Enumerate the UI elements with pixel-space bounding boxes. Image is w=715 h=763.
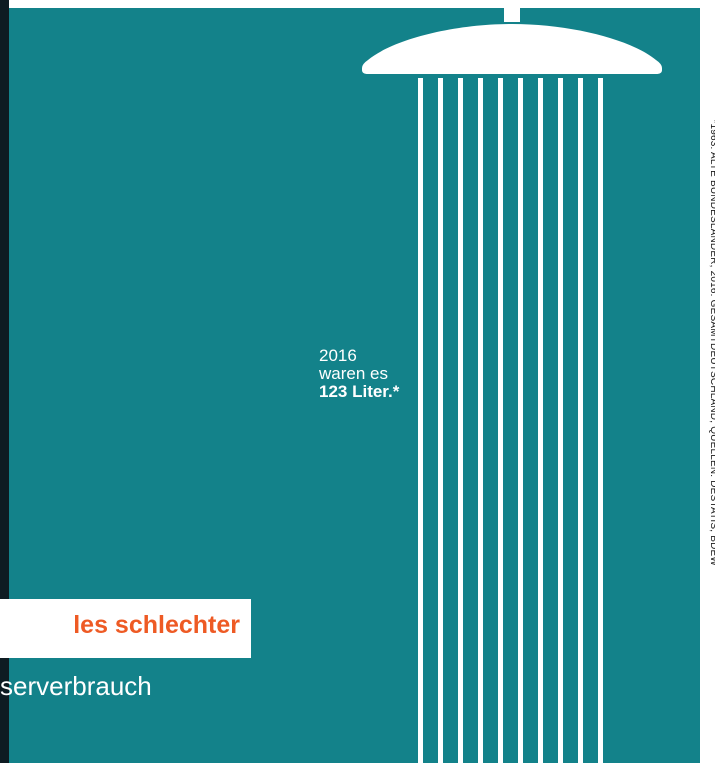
dark-edge-strip (0, 0, 9, 763)
annotation-year: 2016 (319, 346, 357, 365)
shower-pipe (504, 0, 520, 22)
water-stream (538, 78, 543, 763)
water-stream (558, 78, 563, 763)
water-stream (458, 78, 463, 763)
subheadline: serverbrauch (0, 671, 152, 701)
water-stream (418, 78, 423, 763)
water-stream (518, 78, 523, 763)
annotation-text: waren es (319, 364, 388, 383)
headline-box (0, 599, 251, 658)
annotation-amount: 123 Liter.* (319, 382, 400, 401)
year-annotation: 2016 waren es 123 Liter.* (319, 347, 399, 401)
water-stream (478, 78, 483, 763)
water-stream (498, 78, 503, 763)
headline: les schlechter (73, 611, 240, 639)
water-stream (578, 78, 583, 763)
shower-head (362, 24, 662, 74)
water-stream (438, 78, 443, 763)
water-streams (418, 78, 603, 763)
water-stream (598, 78, 603, 763)
source-note: *1963: ALTE BUNDESLÄNDER, 2016: GESAMTDE… (708, 119, 715, 566)
